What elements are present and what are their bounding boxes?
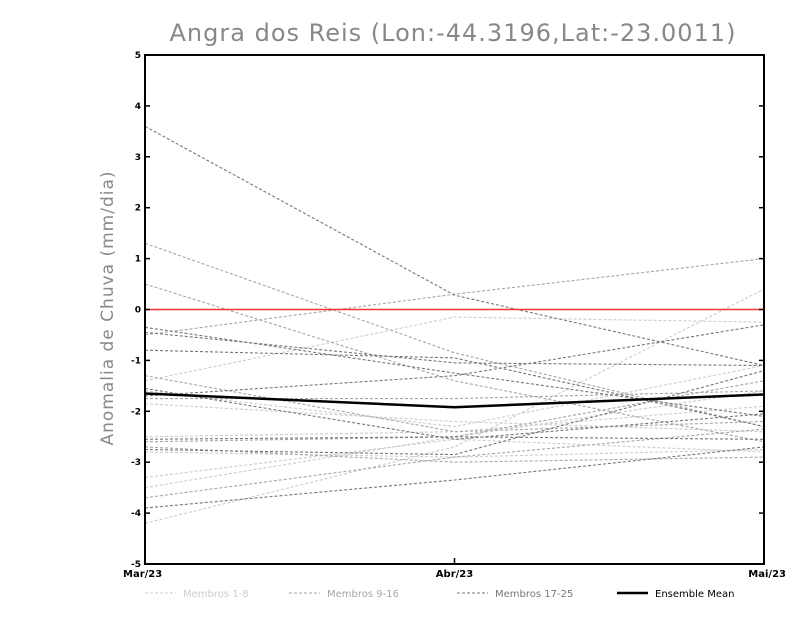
member-line-19 — [144, 331, 765, 367]
member-line-20 — [144, 349, 765, 428]
ensemble-member-lines — [144, 125, 765, 524]
member-line-18 — [144, 326, 765, 417]
member-line-13 — [145, 390, 765, 400]
member-line-5 — [144, 448, 765, 458]
legend-label-members-1-8: Membros 1-8 — [183, 589, 249, 600]
y-tick-label: -4 — [131, 509, 141, 519]
legend-label-ensemble-mean: Ensemble Mean — [655, 589, 734, 600]
member-line-15 — [144, 446, 765, 463]
member-line-4 — [144, 405, 765, 438]
chart-title: Angra dos Reis (Lon:-44.3196,Lat:-23.001… — [170, 19, 737, 47]
y-tick-label: 4 — [135, 102, 141, 112]
ensemble-mean-line — [144, 392, 765, 409]
member-line-25 — [144, 446, 765, 509]
y-tick-label: -2 — [131, 407, 141, 417]
x-axis-ticks: Mar/23 Abr/23 Mai/23 — [123, 558, 786, 580]
legend: Membros 1-8 Membros 9-16 Membros 17-25 E… — [145, 589, 734, 600]
y-tick-label: -3 — [131, 458, 141, 468]
member-line-23 — [144, 436, 765, 440]
member-line-11 — [144, 258, 765, 336]
x-tick-label: Abr/23 — [436, 569, 473, 580]
member-line-21 — [144, 387, 765, 440]
member-line-7 — [144, 390, 765, 489]
member-line-1 — [144, 316, 765, 382]
ensemble-mean-layer — [144, 392, 765, 409]
y-tick-label: 2 — [135, 204, 141, 214]
member-line-22 — [144, 324, 765, 397]
y-axis-ticks: -5 -4 -3 -2 -1 0 1 2 3 4 5 — [131, 51, 764, 570]
y-tick-label: -1 — [131, 356, 141, 366]
y-axis-label: Anomalia de Chuva (mm/dia) — [98, 170, 118, 445]
member-line-12 — [144, 375, 765, 433]
y-tick-label: 3 — [135, 153, 141, 163]
y-tick-label: 0 — [135, 306, 141, 316]
legend-label-members-9-16: Membros 9-16 — [327, 589, 399, 600]
member-line-3 — [144, 403, 765, 433]
member-line-2 — [144, 364, 765, 428]
member-line-6 — [144, 438, 765, 479]
legend-label-members-17-25: Membros 17-25 — [495, 589, 573, 600]
y-tick-label: -5 — [131, 560, 141, 570]
member-line-8 — [144, 288, 765, 524]
x-tick-label: Mar/23 — [123, 569, 162, 580]
member-line-17 — [144, 125, 765, 367]
member-line-16 — [144, 428, 765, 499]
y-tick-label: 5 — [135, 51, 141, 61]
y-tick-label: 1 — [135, 255, 141, 265]
x-tick-label: Mai/23 — [748, 569, 786, 580]
